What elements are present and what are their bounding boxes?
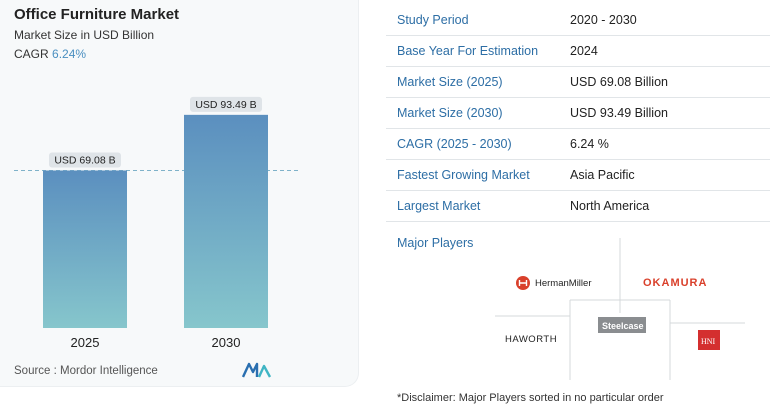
steelcase-logo: Steelcase [602,321,644,331]
info-value: 6.24 % [559,128,770,160]
info-value: 2020 - 2030 [559,5,770,36]
x-tick-label: 2025 [71,335,100,350]
hermanmiller-name: HermanMiller [535,278,591,289]
disclaimer-text: *Disclaimer: Major Players sorted in no … [397,392,664,404]
cagr-value: 6.24% [52,47,87,61]
info-value: North America [559,190,770,222]
info-key: Fastest Growing Market [386,159,559,191]
haworth-logo: HAWORTH [505,334,557,345]
info-key: Market Size (2025) [386,66,559,98]
chart-title: Office Furniture Market [14,6,180,23]
info-value: USD 69.08 Billion [559,66,770,98]
data-label-box [190,96,262,112]
info-row: Market Size (2025) USD 69.08 Billion [386,66,770,98]
info-value: 2024 [559,35,770,67]
bar-chart: USD 69.08 B 2025 USD 93.49 B 2030 [14,96,300,350]
data-label-box [49,152,121,168]
hermanmiller-logo: HermanMiller [516,276,591,290]
info-row: Market Size (2030) USD 93.49 Billion [386,97,770,129]
info-value: Asia Pacific [559,159,770,191]
mordor-logo-icon [242,362,272,378]
info-row: Largest Market North America [386,190,770,222]
info-key: CAGR (2025 - 2030) [386,128,559,160]
chart-card: Office Furniture Market Market Size in U… [0,0,359,387]
info-key: Study Period [386,5,559,36]
chart-subtitle: Market Size in USD Billion [14,28,155,42]
x-tick-label: 2030 [212,335,241,350]
data-label: USD 69.08 B [54,154,115,166]
major-players-grid: HermanMiller OKAMURA HAWORTH Steelcase H… [495,238,745,380]
hni-logo: HNI [701,337,716,346]
bar-2025 [43,170,127,328]
info-row: Fastest Growing Market Asia Pacific [386,159,770,191]
info-row: Study Period 2020 - 2030 [386,5,770,36]
market-info-table: Study Period 2020 - 2030 Base Year For Est… [386,5,770,222]
source-text: Source : Mordor Intelligence [14,365,158,377]
major-players-label: Major Players [397,236,474,250]
info-value: USD 93.49 Billion [559,97,770,129]
info-key: Largest Market [386,190,559,222]
okamura-logo: OKAMURA [643,277,707,289]
cagr-line: CAGR 6.24% [14,47,86,61]
info-row: Base Year For Estimation 2024 [386,35,770,67]
data-label: USD 93.49 B [195,99,256,111]
info-row: CAGR (2025 - 2030) 6.24 % [386,128,770,160]
info-key: Market Size (2030) [386,97,559,129]
cagr-label: CAGR [14,47,49,61]
bar-2030 [184,114,268,328]
info-key: Base Year For Estimation [386,35,559,67]
